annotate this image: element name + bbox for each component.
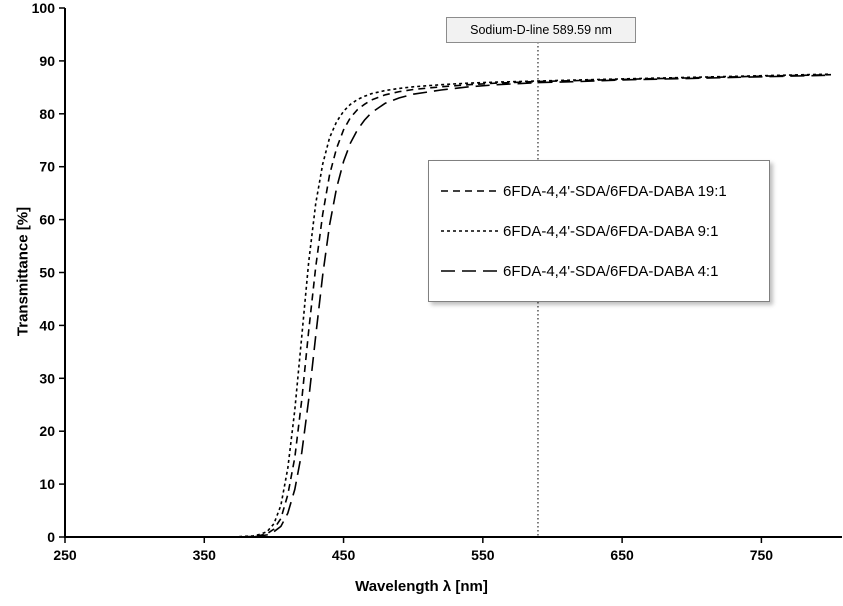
x-tick-label: 250 (53, 547, 77, 563)
legend-label: 6FDA-4,4'-SDA/6FDA-DABA 19:1 (503, 182, 727, 200)
y-tick-label: 10 (39, 476, 55, 492)
legend-item: 6FDA-4,4'-SDA/6FDA-DABA 19:1 (441, 171, 757, 211)
legend-item: 6FDA-4,4'-SDA/6FDA-DABA 4:1 (441, 251, 757, 291)
legend-label: 6FDA-4,4'-SDA/6FDA-DABA 4:1 (503, 262, 719, 280)
y-axis-title: Transmittance [%] (14, 206, 32, 337)
series-curve-2 (65, 74, 832, 538)
series-curve-1 (65, 73, 832, 538)
y-tick-label: 60 (39, 212, 55, 228)
x-axis-title: Wavelength λ [nm] (355, 578, 488, 595)
y-tick-label: 30 (39, 370, 55, 386)
annotation-label: Sodium-D-line 589.59 nm (446, 17, 636, 43)
y-tick-label: 0 (47, 529, 55, 545)
y-tick-label: 70 (39, 159, 55, 175)
annotation-text: Sodium-D-line 589.59 nm (470, 23, 612, 37)
series-curve-0 (65, 73, 832, 538)
legend-label: 6FDA-4,4'-SDA/6FDA-DABA 9:1 (503, 222, 719, 240)
legend-line-sample (441, 190, 499, 192)
x-tick-label: 450 (332, 547, 356, 563)
y-tick-label: 50 (39, 265, 55, 281)
x-tick-label: 550 (471, 547, 495, 563)
y-tick-label: 40 (39, 317, 55, 333)
legend: 6FDA-4,4'-SDA/6FDA-DABA 19:1 6FDA-4,4'-SD… (428, 160, 770, 302)
x-tick-label: 650 (610, 547, 634, 563)
x-tick-label: 750 (750, 547, 774, 563)
y-tick-label: 100 (32, 0, 56, 16)
y-tick-label: 90 (39, 53, 55, 69)
legend-item: 6FDA-4,4'-SDA/6FDA-DABA 9:1 (441, 211, 757, 251)
y-tick-label: 20 (39, 423, 55, 439)
x-tick-label: 350 (193, 547, 217, 563)
legend-line-sample (441, 230, 499, 232)
y-tick-label: 80 (39, 106, 55, 122)
legend-line-sample (441, 270, 499, 272)
